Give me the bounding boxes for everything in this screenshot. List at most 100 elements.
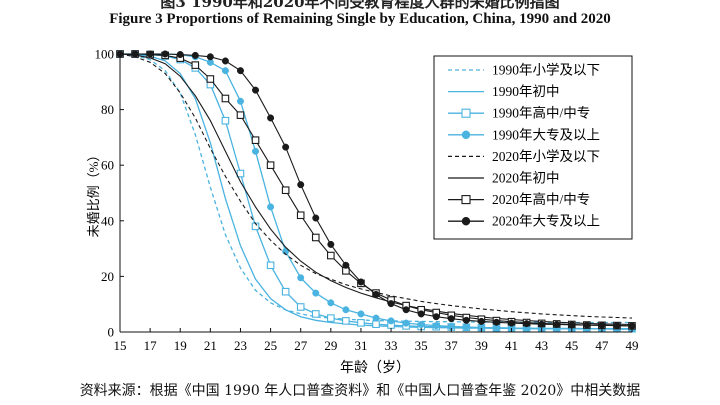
data-point: [372, 320, 380, 329]
data-point: [372, 290, 380, 298]
data-point: [252, 147, 260, 155]
data-point: [523, 320, 531, 328]
axes: 15 17 19 21 23 25 27 29 31 33 35 37 39 41 43 45 47 49 0 20 4…: [95, 47, 639, 354]
data-point: [281, 186, 290, 195]
data-point: [583, 321, 591, 329]
legend-label: 1990年初中: [492, 83, 560, 99]
data-point: [267, 114, 275, 122]
x-tick-label: 49: [626, 338, 639, 353]
x-tick-label: 29: [324, 338, 337, 353]
legend-box: [433, 55, 633, 240]
legend-marker: [461, 130, 471, 140]
data-point: [432, 313, 440, 321]
data-point: [236, 97, 244, 105]
x-tick-label: 27: [294, 338, 308, 353]
data-point: [297, 181, 305, 189]
data-point: [492, 318, 500, 326]
data-point: [327, 314, 335, 322]
x-tick-label: 23: [234, 338, 247, 353]
data-point: [417, 320, 425, 328]
x-tick-label: 19: [174, 338, 187, 353]
series-8: [116, 50, 636, 330]
legend-label: 2020年小学及以下: [492, 149, 600, 164]
data-point: [312, 214, 320, 222]
data-point: [327, 299, 335, 307]
y-tick-label: 80: [101, 102, 114, 117]
legend-item-6: 2020年初中: [448, 170, 560, 186]
data-point: [342, 261, 350, 269]
x-tick-label: 37: [445, 338, 459, 353]
data-point: [598, 321, 606, 329]
legend-item-8: 2020年大专及以上: [448, 214, 600, 229]
data-point: [508, 319, 516, 327]
y-tick-label: 20: [101, 269, 114, 284]
data-point: [462, 323, 470, 331]
legend-label: 2020年大专及以上: [492, 214, 600, 229]
x-tick-label: 45: [565, 338, 578, 353]
x-tick-label: 35: [415, 338, 428, 353]
data-point: [191, 51, 199, 59]
legend-item-2: 1990年初中: [448, 83, 560, 99]
data-point: [146, 50, 154, 58]
figure-title: Figure 3 Proportions of Remaining Single…: [109, 11, 611, 27]
y-tick-label: 0: [108, 325, 115, 340]
data-point: [357, 310, 365, 318]
data-point: [281, 287, 290, 296]
data-point: [206, 75, 215, 83]
data-point: [553, 320, 561, 328]
data-point: [342, 306, 350, 314]
data-source-note: 资料来源：根据《中国 1990 年人口普查资料》和《中国人口普查年鉴 2020》…: [79, 383, 641, 399]
data-point: [538, 320, 546, 328]
y-tick-label: 40: [101, 213, 114, 228]
legend-label: 1990年高中/中专: [492, 105, 590, 121]
x-tick-label: 41: [505, 338, 518, 353]
legend-marker: [461, 195, 471, 205]
data-point: [387, 317, 395, 325]
data-point: [236, 111, 245, 119]
data-point: [477, 317, 485, 325]
x-axis-label: 年龄（岁）: [340, 360, 410, 376]
legend-label: 2020年高中/中专: [492, 191, 590, 207]
x-tick-label: 33: [385, 338, 398, 353]
data-point: [161, 50, 169, 58]
data-point: [191, 61, 200, 69]
data-point: [342, 317, 350, 325]
data-point: [417, 310, 425, 318]
data-point: [252, 86, 260, 94]
legend: 1990年小学及以下 1990年初中 1990年高中/中专 1990年大专及以上 202…: [433, 55, 633, 240]
plot-lines: [116, 50, 636, 333]
data-point: [387, 300, 395, 308]
data-point: [357, 319, 365, 327]
data-point: [462, 316, 470, 324]
x-tick-label: 17: [144, 338, 158, 353]
x-tick-label: 31: [354, 338, 367, 353]
data-point: [221, 67, 229, 75]
legend-label: 1990年小学及以下: [492, 63, 600, 78]
data-point: [266, 261, 275, 270]
data-point: [176, 51, 184, 59]
data-point: [236, 67, 244, 75]
x-tick-label: 25: [264, 338, 277, 353]
legend-marker: [461, 216, 471, 226]
data-point: [432, 322, 440, 330]
legend-label: 1990年大专及以上: [492, 127, 600, 142]
data-point: [221, 116, 230, 125]
chart-top-title: 图3 1990年和2020年不同受教育程度人群的未婚比例指图: [160, 0, 560, 11]
x-tick-label: 39: [475, 338, 488, 353]
data-point: [221, 94, 230, 103]
data-point: [251, 136, 260, 144]
x-tick-label: 43: [535, 338, 548, 353]
data-point: [296, 303, 305, 311]
data-point: [402, 319, 410, 327]
data-point: [297, 274, 305, 282]
x-tick-label: 15: [114, 338, 127, 353]
legend-item-4: 1990年大专及以上: [448, 127, 600, 142]
data-point: [568, 321, 576, 329]
data-point: [312, 289, 320, 297]
data-point: [327, 251, 335, 260]
data-point: [131, 50, 139, 58]
legend-item-7: 2020年高中/中专: [448, 191, 590, 207]
legend-item-5: 2020年小学及以下: [448, 149, 600, 164]
y-tick-label: 60: [101, 158, 114, 173]
